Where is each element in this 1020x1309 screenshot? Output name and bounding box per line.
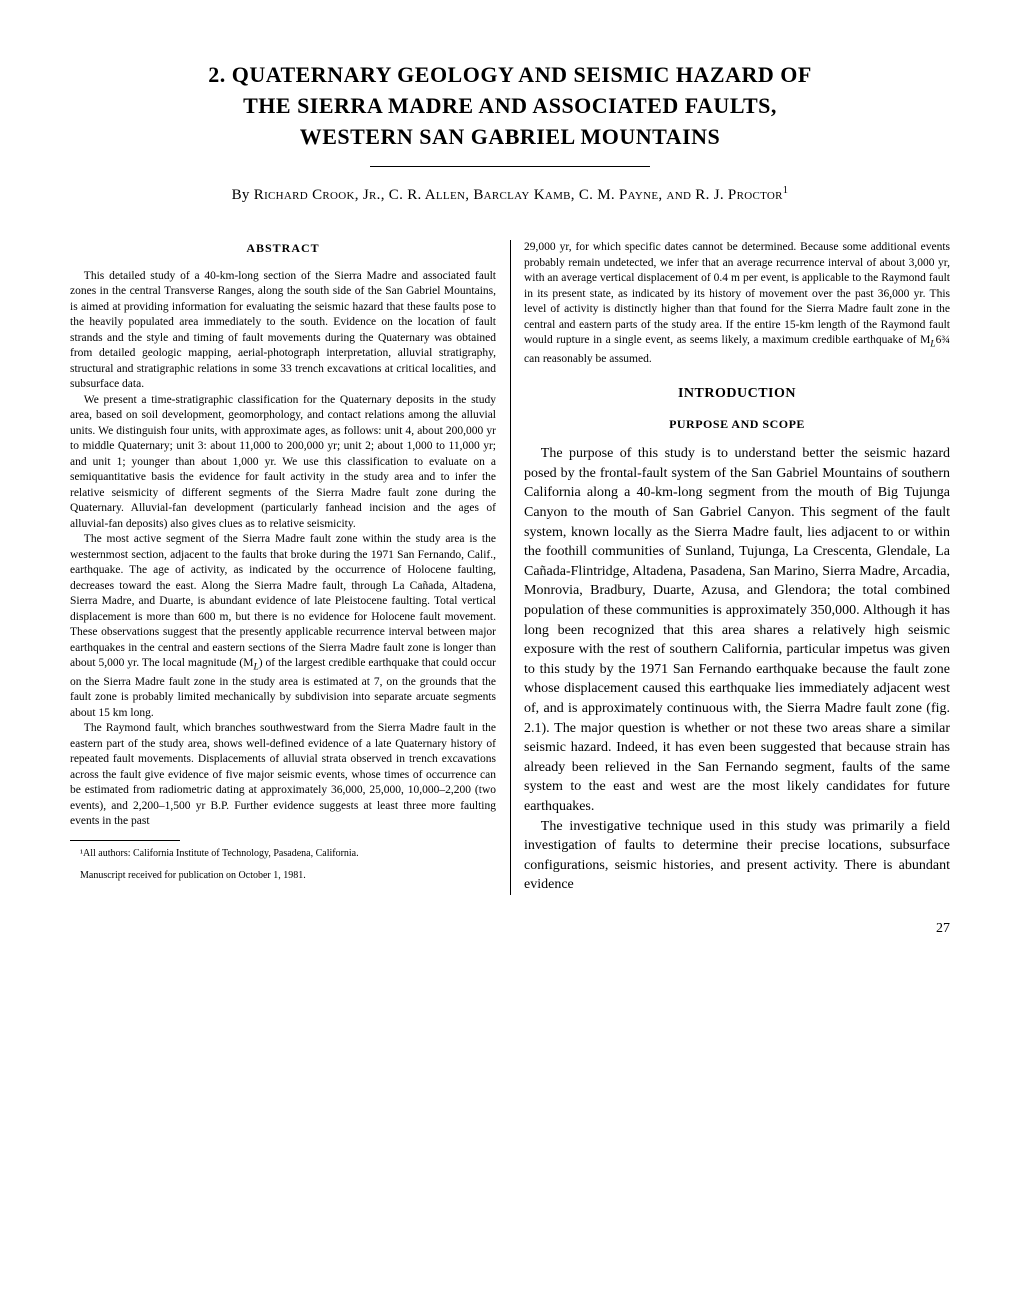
intro-p2: The investigative technique used in this… — [524, 817, 950, 895]
purpose-scope-heading: PURPOSE AND SCOPE — [524, 416, 950, 432]
authors-footnote-marker: 1 — [783, 185, 789, 196]
authors-names: Richard Crook, Jr., C. R. Allen, Barclay… — [254, 187, 783, 203]
abstract-p3: The most active segment of the Sierra Ma… — [70, 532, 496, 721]
abstract-p4: The Raymond fault, which branches southw… — [70, 721, 496, 830]
authors-line: By Richard Crook, Jr., C. R. Allen, Barc… — [70, 185, 950, 204]
authors-by: By — [232, 187, 254, 203]
footnote-text: ¹All authors: California Institute of Te… — [70, 847, 496, 861]
title-rule — [370, 166, 650, 167]
paper-title: 2. QUATERNARY GEOLOGY AND SEISMIC HAZARD… — [70, 60, 950, 152]
title-line-1: 2. QUATERNARY GEOLOGY AND SEISMIC HAZARD… — [70, 60, 950, 91]
intro-p1: The purpose of this study is to understa… — [524, 444, 950, 816]
abstract-text: This detailed study of a 40-km-long sect… — [70, 269, 496, 830]
abstract-p1: This detailed study of a 40-km-long sect… — [70, 269, 496, 393]
title-section: 2. QUATERNARY GEOLOGY AND SEISMIC HAZARD… — [70, 60, 950, 204]
abstract-p2: We present a time-stratigraphic classifi… — [70, 393, 496, 533]
title-line-2: THE SIERRA MADRE AND ASSOCIATED FAULTS, — [70, 91, 950, 122]
abstract-heading: ABSTRACT — [70, 240, 496, 256]
title-line-3: WESTERN SAN GABRIEL MOUNTAINS — [70, 122, 950, 153]
footnote-rule — [70, 840, 180, 841]
abstract-p5: 29,000 yr, for which specific dates cann… — [524, 240, 950, 367]
two-column-body: ABSTRACT This detailed study of a 40-km-… — [70, 240, 950, 895]
abstract-text-col2-top: 29,000 yr, for which specific dates cann… — [524, 240, 950, 367]
introduction-heading: INTRODUCTION — [524, 385, 950, 404]
manuscript-note: Manuscript received for publication on O… — [70, 869, 496, 883]
page-number: 27 — [70, 921, 950, 937]
introduction-body: The purpose of this study is to understa… — [524, 444, 950, 895]
